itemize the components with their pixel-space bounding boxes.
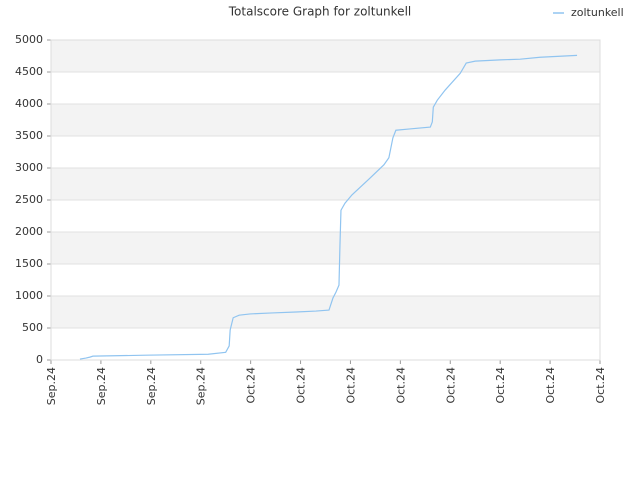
y-tick-label: 2000 (15, 225, 43, 238)
x-tick-label: Sep.24 (95, 367, 108, 405)
grid-band (51, 296, 600, 328)
x-tick-label: Oct.24 (394, 367, 407, 404)
x-tick-label: Oct.24 (295, 367, 308, 404)
grid-band (51, 40, 600, 72)
x-tick-label: Oct.24 (544, 367, 557, 404)
x-tick-label: Oct.24 (245, 367, 258, 404)
chart-title: Totalscore Graph for zoltunkell (228, 5, 411, 19)
legend-label: zoltunkell (571, 6, 624, 19)
plot-border (50, 39, 601, 361)
y-tick-label: 3500 (15, 129, 43, 142)
y-tick-label: 1500 (15, 257, 43, 270)
y-tick-label: 2500 (15, 193, 43, 206)
y-tick-label: 500 (22, 321, 43, 334)
grid-band (51, 168, 600, 200)
y-tick-label: 0 (36, 353, 43, 366)
y-tick-label: 5000 (15, 33, 43, 46)
x-tick-label: Sep.24 (145, 367, 158, 405)
x-tick-label: Oct.24 (594, 367, 607, 404)
x-tick-label: Sep.24 (45, 367, 58, 405)
x-tick-label: Oct.24 (444, 367, 457, 404)
grid-band (51, 104, 600, 136)
y-tick-label: 1000 (15, 289, 43, 302)
x-tick-label: Oct.24 (344, 367, 357, 404)
y-tick-label: 4000 (15, 97, 43, 110)
series-line (79, 54, 578, 360)
x-tick-label: Oct.24 (494, 367, 507, 404)
y-tick-label: 4500 (15, 65, 43, 78)
y-tick-label: 3000 (15, 161, 43, 174)
grid-band (51, 232, 600, 264)
x-tick-label: Sep.24 (195, 367, 208, 405)
